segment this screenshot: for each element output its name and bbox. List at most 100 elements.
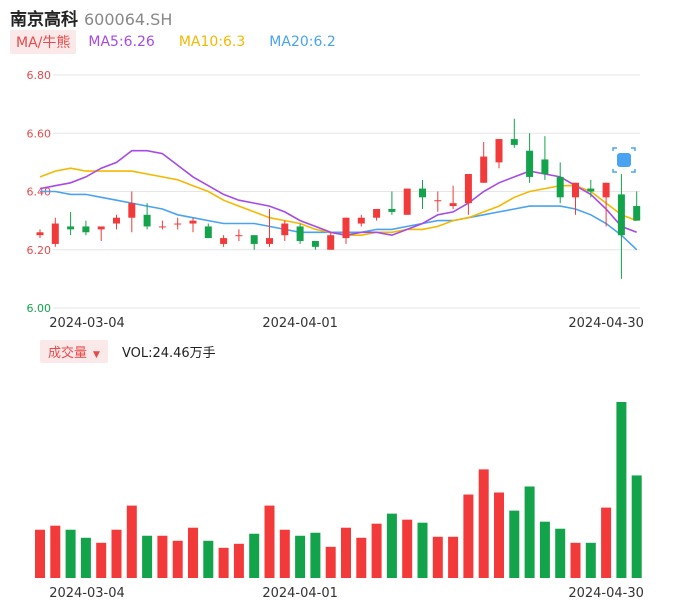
event-marker-frame bbox=[612, 147, 636, 173]
volume-bar bbox=[35, 529, 45, 578]
volume-bar bbox=[310, 532, 321, 578]
candle-body bbox=[296, 226, 304, 242]
candle-body bbox=[602, 182, 610, 198]
volume-bar bbox=[142, 535, 153, 578]
candle-body bbox=[67, 226, 75, 230]
volume-bar bbox=[539, 521, 550, 578]
volume-bar bbox=[432, 536, 443, 578]
volume-legend: 成交量 ▼ VOL:24.46万手 bbox=[40, 339, 216, 363]
volume-bar bbox=[341, 527, 351, 578]
candle-body bbox=[97, 226, 105, 230]
volume-bar bbox=[325, 546, 336, 578]
volume-bar bbox=[585, 542, 596, 578]
volume-bar bbox=[264, 505, 275, 578]
candle-body bbox=[143, 214, 151, 227]
x-tick-label: 2024-04-30 bbox=[568, 586, 644, 601]
x-tick-label: 2024-04-01 bbox=[262, 316, 338, 331]
y-tick-label: 6.80 bbox=[27, 69, 52, 82]
volume-bar bbox=[631, 475, 642, 578]
volume-bar bbox=[371, 523, 382, 578]
volume-bar bbox=[126, 505, 137, 578]
candle-body bbox=[158, 226, 166, 228]
volume-bar bbox=[386, 513, 397, 578]
volume-bar bbox=[157, 535, 168, 578]
ma20-line bbox=[40, 190, 638, 251]
volume-bar bbox=[218, 547, 229, 578]
caret-down-icon: ▼ bbox=[93, 349, 100, 360]
event-marker-body bbox=[617, 153, 631, 167]
candle-body bbox=[220, 238, 228, 244]
candle-body bbox=[633, 206, 641, 221]
candle-body bbox=[495, 139, 503, 163]
y-tick-label: 6.00 bbox=[27, 302, 52, 315]
volume-bar bbox=[478, 469, 489, 578]
candle-body bbox=[449, 203, 457, 207]
volume-bar bbox=[356, 537, 367, 578]
candle-body bbox=[419, 188, 426, 198]
x-tick-label: 2024-04-30 bbox=[568, 316, 644, 331]
stock-name: 南京高科 bbox=[10, 10, 78, 30]
volume-bar bbox=[601, 507, 612, 578]
candle-body bbox=[51, 223, 59, 244]
event-marker-icon bbox=[612, 147, 636, 173]
volume-indicator-selector[interactable]: 成交量 ▼ bbox=[40, 339, 108, 363]
volume-bar bbox=[172, 540, 183, 578]
candle-body bbox=[357, 217, 365, 224]
volume-tag-label: 成交量 bbox=[48, 345, 88, 361]
candle-body bbox=[204, 226, 212, 239]
volume-bar bbox=[509, 510, 520, 578]
ma10-legend: MA10:6.3 bbox=[178, 34, 246, 50]
volume-bar bbox=[249, 533, 260, 578]
volume-bar bbox=[111, 529, 122, 578]
candle-body bbox=[189, 220, 197, 224]
volume-bar bbox=[463, 494, 474, 578]
candle-body bbox=[128, 203, 136, 218]
candle-body bbox=[311, 241, 319, 247]
x-tick-label: 2024-04-01 bbox=[262, 586, 338, 601]
volume-bar bbox=[570, 542, 581, 578]
candle-body bbox=[510, 139, 518, 145]
candle-body bbox=[327, 235, 335, 250]
candle-body bbox=[388, 208, 396, 212]
candle-body bbox=[434, 200, 442, 202]
candle-body bbox=[174, 223, 182, 225]
y-tick-label: 6.60 bbox=[27, 127, 52, 140]
candle-body bbox=[373, 208, 381, 218]
stock-header: 南京高科 600064.SH bbox=[10, 5, 172, 30]
volume-bar bbox=[524, 486, 535, 578]
x-tick-label: 2024-03-04 bbox=[49, 586, 125, 601]
volume-bar bbox=[494, 492, 504, 578]
volume-bar bbox=[279, 529, 290, 578]
candle-body bbox=[572, 182, 579, 198]
y-tick-label: 6.40 bbox=[27, 186, 52, 199]
candle-body bbox=[617, 194, 625, 236]
volume-bar bbox=[555, 528, 566, 578]
volume-bar bbox=[295, 535, 306, 578]
volume-bar bbox=[50, 525, 61, 578]
volume-bar bbox=[96, 542, 107, 578]
volume-value: VOL:24.46万手 bbox=[121, 345, 216, 361]
candle-body bbox=[480, 156, 488, 183]
volume-bar bbox=[233, 543, 244, 578]
candle-body bbox=[266, 238, 273, 244]
candle-body bbox=[587, 188, 595, 192]
ma5-line bbox=[39, 149, 637, 237]
volume-bar bbox=[616, 402, 627, 578]
candle-body bbox=[82, 226, 90, 233]
candle-body bbox=[464, 174, 472, 204]
candle-body bbox=[281, 223, 289, 236]
volume-bar bbox=[65, 529, 76, 578]
y-tick-label: 6.20 bbox=[27, 244, 52, 257]
candle-body bbox=[526, 150, 534, 177]
volume-bar bbox=[417, 522, 428, 578]
ma10-line bbox=[39, 167, 637, 236]
ma-indicator-selector[interactable]: MA/牛熊 bbox=[10, 30, 77, 54]
volume-bar bbox=[203, 540, 214, 578]
candle-body bbox=[556, 176, 564, 198]
candle-body bbox=[541, 159, 549, 175]
volume-bar bbox=[402, 519, 413, 578]
candle-body bbox=[235, 235, 243, 237]
ma5-legend: MA5:6.26 bbox=[88, 34, 155, 50]
candle-body bbox=[36, 232, 44, 236]
